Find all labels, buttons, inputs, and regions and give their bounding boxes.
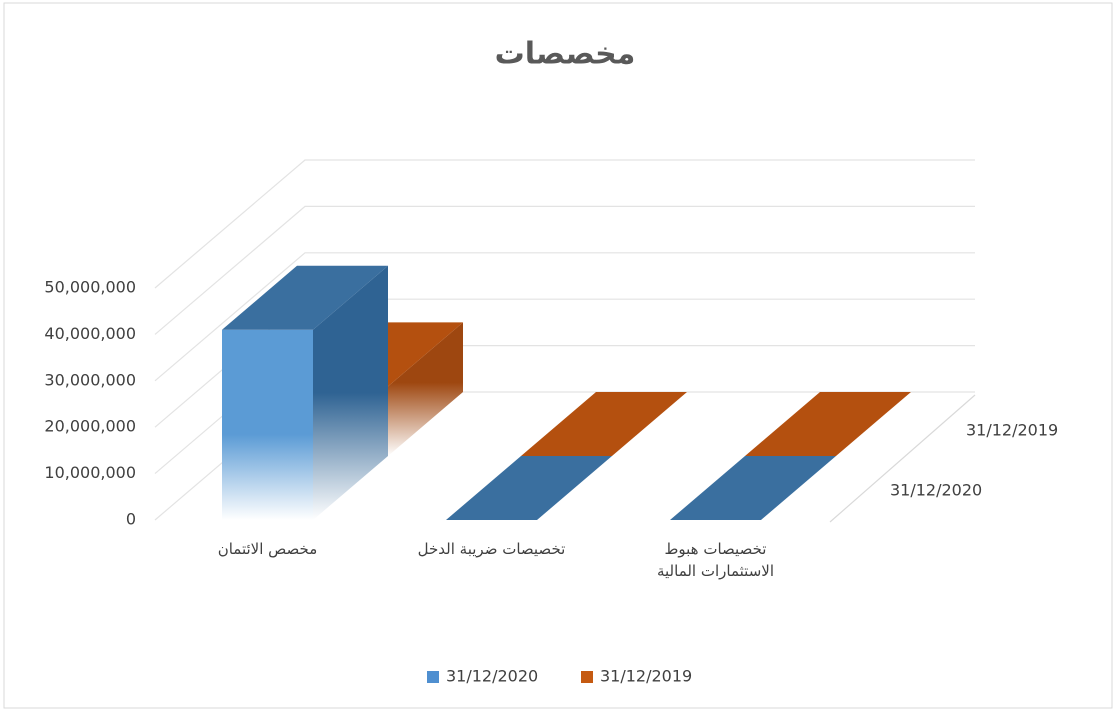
legend-label: 31/12/2020 [446,667,538,686]
y-tick-label: 40,000,000 [44,324,136,343]
y-tick-label: 0 [126,510,136,529]
chart-border [3,2,1113,709]
bar-side [388,322,463,456]
bar [670,456,836,520]
bar-front [222,329,313,520]
bar [521,392,687,456]
bar [446,456,612,520]
x-tick-label: تخصيصات ضريبة الدخل [417,540,566,558]
bar-top [222,265,388,330]
x-tick-label: مخصص الائتمان [217,540,318,558]
bar-top [446,456,612,520]
x-tick-label-box: تخصيصات هبوط الاستثمارات المالية [656,540,774,580]
x-tick-label: تخصيصات هبوط الاستثمارات المالية [656,540,774,580]
chart-title: مخصصات [495,37,636,72]
x-tick-label-box: تخصيصات ضريبة الدخل [417,540,566,558]
grid-line [154,159,975,289]
bar-top [670,456,836,520]
depth-tick-label: 31/12/2019 [966,421,1058,440]
bar [222,265,388,520]
grid-line [154,205,975,335]
x-tick-label-box: مخصص الائتمان [217,540,318,558]
bar-top [745,392,911,456]
y-tick-label: 10,000,000 [44,463,136,482]
y-tick-label: 30,000,000 [44,370,136,389]
legend-swatch [581,671,593,683]
depth-axis [829,394,976,523]
bar-top [521,392,687,456]
legend-swatch [427,671,439,683]
bar-side [313,265,388,520]
y-tick-label: 50,000,000 [44,278,136,297]
depth-tick-label: 31/12/2020 [890,481,982,500]
bar [745,392,911,456]
y-tick-label: 20,000,000 [44,417,136,436]
legend-label: 31/12/2019 [600,667,692,686]
grid-line [154,252,975,382]
